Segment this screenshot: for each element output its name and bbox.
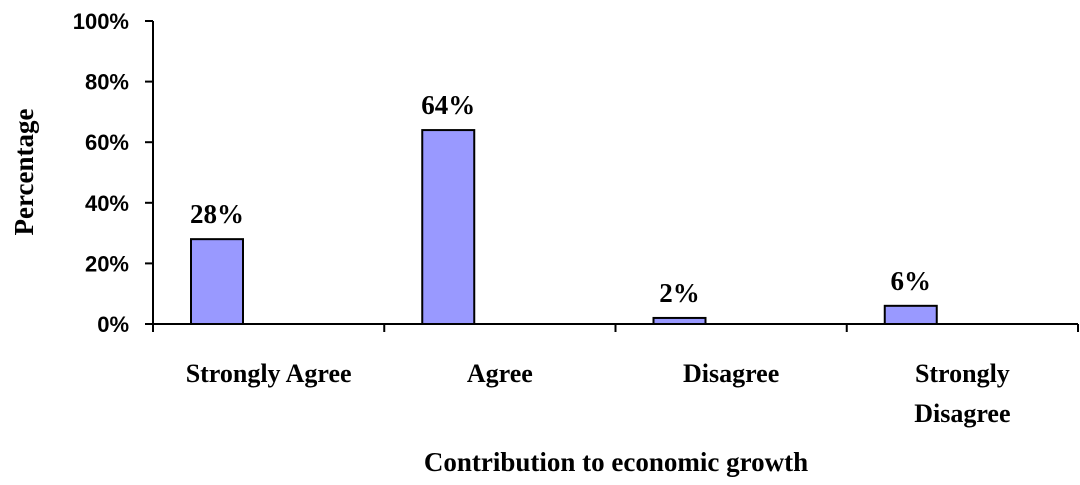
data-label: 6%: [891, 266, 932, 296]
y-tick-label: 60%: [85, 130, 129, 155]
y-tick-label: 80%: [85, 70, 129, 95]
data-label: 64%: [421, 90, 475, 120]
bar: [190, 238, 244, 325]
category-label: Strongly Agree: [186, 359, 352, 388]
data-label: 28%: [190, 199, 244, 229]
y-axis-title: Percentage: [9, 109, 39, 236]
data-label: 2%: [659, 278, 700, 308]
category-label: Agree: [467, 359, 533, 388]
bars: [190, 129, 938, 326]
y-axis-ticks: 0% 20% 40% 60% 80% 100%: [73, 9, 153, 337]
bar: [421, 129, 476, 325]
category-labels: Strongly Agree Agree Disagree Strongly Disag…: [186, 359, 1011, 428]
bar: [883, 304, 938, 326]
x-axis-title: Contribution to economic growth: [424, 447, 808, 477]
data-labels: 28% 64% 2% 6%: [190, 90, 931, 308]
y-tick-label: 20%: [85, 251, 129, 276]
x-axis-ticks: [152, 324, 1079, 332]
y-tick-label: 0%: [97, 312, 129, 337]
category-label: Disagree: [683, 359, 779, 388]
y-tick-label: 100%: [73, 9, 129, 34]
y-tick-label: 40%: [85, 191, 129, 216]
category-label: Strongly Disagree: [914, 359, 1010, 428]
